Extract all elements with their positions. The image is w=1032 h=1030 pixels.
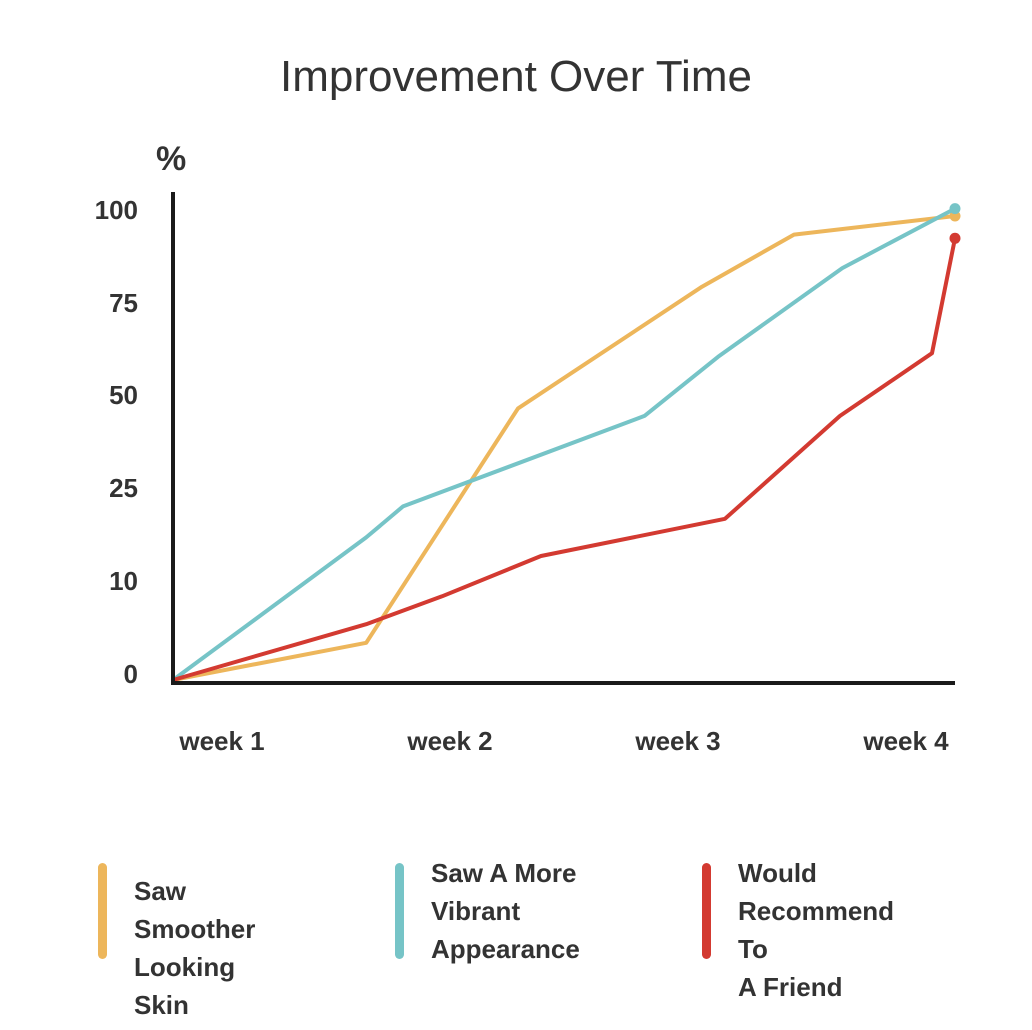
x-tick-label: week 3 bbox=[634, 726, 720, 756]
legend-swatch bbox=[395, 863, 404, 959]
y-tick-label: 25 bbox=[109, 473, 138, 503]
series-end-point bbox=[949, 232, 961, 244]
series-line-1 bbox=[171, 214, 957, 682]
series-line-2 bbox=[171, 206, 957, 682]
y-tick-label: 10 bbox=[109, 566, 138, 596]
legend-swatch bbox=[702, 863, 711, 959]
y-axis-label: % bbox=[156, 140, 186, 178]
legend-label: Saw A More Vibrant Appearance bbox=[431, 858, 580, 964]
legend: Saw Smoother Looking Skin Saw A More Vibr… bbox=[0, 850, 1032, 1020]
chart-title: Improvement Over Time bbox=[280, 52, 752, 101]
line-chart: % 0 10 25 50 75 100 week 1 week 2 week 3 week 4 bbox=[95, 140, 961, 756]
x-tick-label: week 1 bbox=[178, 726, 264, 756]
y-axis-ticks: 0 10 25 50 75 100 bbox=[95, 195, 138, 689]
legend-label: Saw Smoother Looking Skin bbox=[134, 876, 256, 1020]
y-tick-label: 100 bbox=[95, 195, 138, 225]
series-lines bbox=[171, 203, 961, 682]
x-tick-label: week 2 bbox=[406, 726, 492, 756]
legend-swatch bbox=[98, 863, 107, 959]
series-end-point bbox=[949, 203, 961, 215]
legend-label: Would Recommend To A Friend bbox=[738, 858, 895, 1002]
series-line-3 bbox=[171, 236, 957, 682]
y-tick-label: 0 bbox=[124, 659, 138, 689]
x-axis-ticks: week 1 week 2 week 3 week 4 bbox=[178, 726, 949, 756]
y-tick-label: 50 bbox=[109, 380, 138, 410]
x-tick-label: week 4 bbox=[862, 726, 949, 756]
y-tick-label: 75 bbox=[109, 288, 138, 318]
